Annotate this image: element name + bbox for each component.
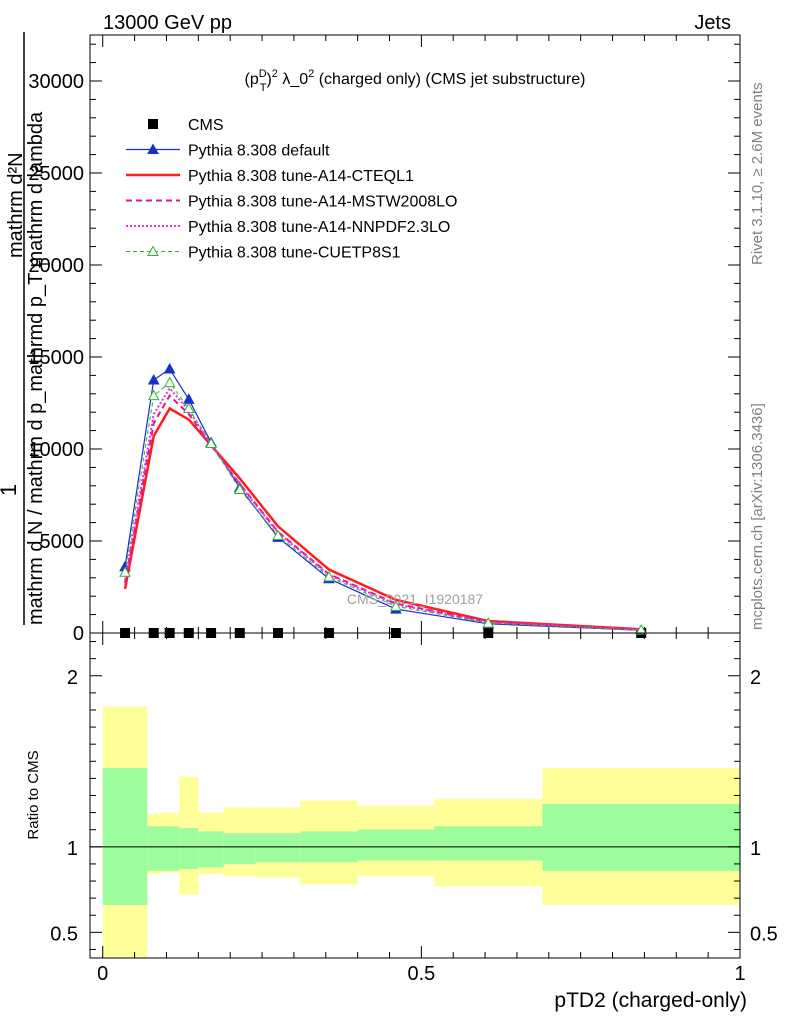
- main-y-label: 1 mathrm d N / mathrm d p_mathrmd p_T ma…: [0, 32, 51, 625]
- header-right: Jets: [694, 12, 731, 34]
- legend-label: Pythia 8.308 tune-CUETP8S1: [188, 245, 401, 262]
- ratio-y-label: Ratio to CMS: [25, 750, 42, 839]
- legend: CMS Pythia 8.308 default Pythia 8.308 tune…: [126, 117, 457, 262]
- ratio-inner-band: [255, 833, 301, 863]
- ratio-inner-band: [223, 833, 256, 864]
- series-marker: [323, 570, 335, 582]
- y-tick-label: 25000: [28, 163, 84, 185]
- series-marker: [182, 393, 195, 404]
- ratio-inner-band: [147, 826, 161, 871]
- x-tick-label: 1: [734, 963, 745, 985]
- series-marker: [482, 617, 495, 628]
- ratio-frame: [89, 632, 741, 959]
- main-axis-ticks: 0 5000 10000 15000 20000 25000 30000: [28, 35, 741, 645]
- ratio-bands: [90, 706, 740, 958]
- x-axis-label: pTD2 (charged-only): [554, 989, 747, 1012]
- y-tick-label: 0: [73, 623, 84, 645]
- series-marker: [272, 529, 284, 540]
- ylabel-subscript: T: [36, 260, 51, 268]
- header-left: 13000 GeV pp: [103, 12, 232, 34]
- series-marker: [182, 402, 195, 414]
- series-marker: [119, 566, 131, 577]
- legend-swatch-marker: [147, 143, 159, 154]
- ratio-inner-band: [434, 826, 543, 861]
- legend-label: Pythia 8.308 tune-A14-MSTW2008LO: [188, 194, 457, 211]
- legend-label: Pythia 8.308 default: [188, 143, 330, 160]
- series-marker: [233, 483, 246, 494]
- ylabel-top: mathrm d²N: [5, 152, 27, 258]
- y-tick-label: 5000: [40, 531, 85, 553]
- analysis-watermark: CMS_2021_I1920187: [347, 591, 483, 607]
- y-tick-label: 10000: [28, 439, 84, 461]
- series-marker: [147, 389, 160, 401]
- series-marker: [390, 600, 402, 611]
- ylabel-denominator: mathrm d N / mathrm d p_mathrmd p_T math…: [25, 111, 47, 625]
- legend-swatch-marker: [147, 245, 159, 256]
- y-tick-label: 15000: [28, 347, 84, 369]
- series-line: [124, 394, 642, 631]
- ratio-inner-band: [179, 828, 199, 870]
- ratio-inner-band: [102, 768, 148, 905]
- main-series-group: [119, 362, 648, 638]
- rivet-version-text: Rivet 3.1.10, ≥ 2.6M events: [749, 83, 766, 266]
- ratio-axis-ticks: 0.5 0.51 12 20 0.5 1: [50, 633, 778, 985]
- ylabel-numerator: 1: [0, 484, 21, 496]
- legend-label: Pythia 8.308 tune-A14-NNPDF2.3LO: [188, 219, 450, 236]
- ratio-inner-band: [160, 826, 180, 871]
- ratio-y-tick-label-right: 1: [750, 838, 761, 860]
- series-marker: [635, 624, 648, 635]
- ratio-y-tick-label-right: 2: [750, 667, 761, 689]
- y-tick-label: 20000: [28, 255, 84, 277]
- ratio-y-tick-label-left: 2: [67, 667, 78, 689]
- ratio-inner-band: [542, 804, 740, 871]
- series-marker: [147, 373, 160, 385]
- main-plot-panel: 0 5000 10000 15000 20000 25000 30000: [28, 34, 741, 645]
- ratio-inner-band: [198, 831, 224, 868]
- legend-swatch-square: [148, 119, 158, 129]
- x-tick-label: 0.5: [407, 963, 435, 985]
- y-tick-label: 30000: [28, 71, 84, 93]
- series-marker: [163, 376, 176, 388]
- mcplots-url-text: mcplots.cern.ch [arXiv:1306.3436]: [749, 403, 766, 630]
- x-tick-label: 0: [97, 963, 108, 985]
- legend-label: Pythia 8.308 tune-A14-CTEQL1: [188, 168, 414, 185]
- ratio-inner-band: [357, 829, 435, 861]
- chart-title: (pD T)2 λ_02 (charged only) (CMS jet subs…: [245, 68, 586, 94]
- ratio-y-tick-label-right: 0.5: [750, 923, 778, 945]
- series-line: [123, 406, 642, 631]
- series-marker: [205, 437, 217, 448]
- ratio-y-tick-label-left: 0.5: [50, 923, 78, 945]
- ratio-plot-panel: 0.5 0.51 12 20 0.5 1: [50, 632, 778, 985]
- series-marker: [163, 362, 176, 374]
- ratio-y-tick-label-left: 1: [67, 838, 78, 860]
- legend-label: CMS: [188, 117, 224, 134]
